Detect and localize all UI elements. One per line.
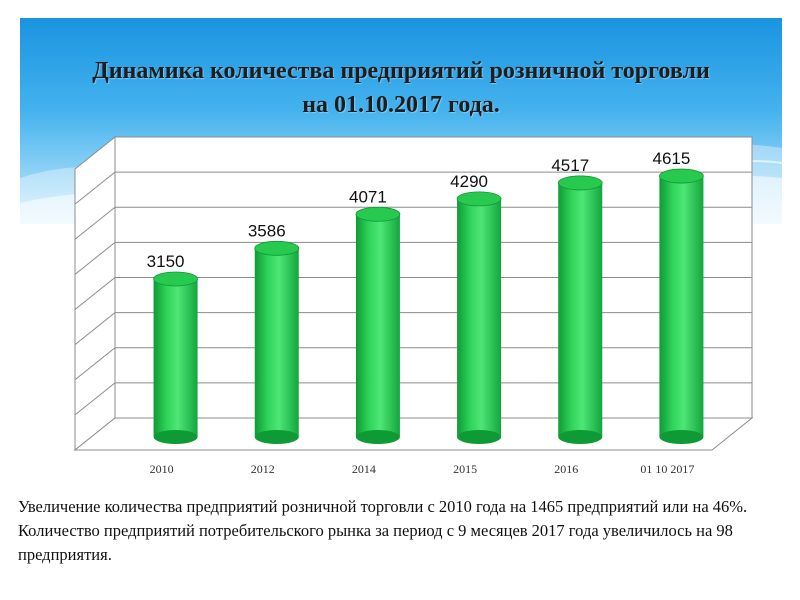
gridline-side [74, 277, 116, 310]
data-label: 3150 [147, 252, 185, 271]
data-label: 4290 [450, 172, 488, 191]
gridline-side [74, 382, 116, 416]
bar-top [456, 191, 502, 207]
gridline-side [74, 206, 116, 240]
gridline-side [74, 241, 116, 275]
bar-top [153, 271, 198, 287]
data-label: 4071 [349, 187, 387, 206]
x-tick-label: 2010 [150, 462, 174, 476]
bar [557, 175, 603, 444]
bar-body [457, 198, 502, 437]
bar-bottom [558, 430, 603, 444]
x-tick-label: 2014 [352, 462, 376, 476]
title-line-1: Динамика количества предприятий рознично… [92, 58, 710, 84]
bar-bottom [457, 430, 502, 444]
bar-body [558, 182, 603, 437]
bar [153, 271, 198, 444]
footnote-paragraph-1: Увеличение количества предприятий рознич… [18, 497, 748, 516]
bar-body [659, 176, 704, 437]
bar-bottom [254, 430, 299, 444]
data-label: 4517 [551, 156, 589, 175]
bar-top [355, 206, 401, 222]
gridline-side [74, 171, 116, 205]
x-tick-label: 2015 [453, 462, 477, 476]
gridline-side [74, 312, 116, 346]
x-tick-label: 01 10 2017 [640, 462, 694, 476]
bar-top [659, 168, 704, 184]
footnote: Увеличение количества предприятий рознич… [18, 495, 788, 567]
bar [355, 206, 401, 444]
bar-body [355, 214, 400, 437]
bar-chart: 3150 2010 3586 2012 4071 2014 4290 2015 4517 2016… [73, 135, 754, 476]
x-tick-label: 2012 [251, 462, 275, 476]
gridline-side [74, 347, 116, 381]
data-label: 3586 [248, 221, 286, 240]
footnote-paragraph-2: Количество предприятий потребительского … [18, 521, 733, 564]
slide-title: Динамика количества предприятий рознично… [20, 54, 782, 122]
bar-bottom [153, 430, 198, 444]
bar-top [254, 240, 300, 256]
bar [659, 168, 704, 444]
bar-bottom [659, 430, 704, 444]
title-line-2: на 01.10.2017 года. [302, 92, 500, 118]
bar-top [557, 175, 603, 191]
bar-body [254, 248, 299, 437]
bar [254, 240, 300, 444]
x-tick-label: 2016 [554, 462, 578, 476]
bar-bottom [355, 430, 400, 444]
bar [456, 191, 502, 444]
bar-body [153, 278, 198, 437]
data-label: 4615 [653, 149, 691, 168]
